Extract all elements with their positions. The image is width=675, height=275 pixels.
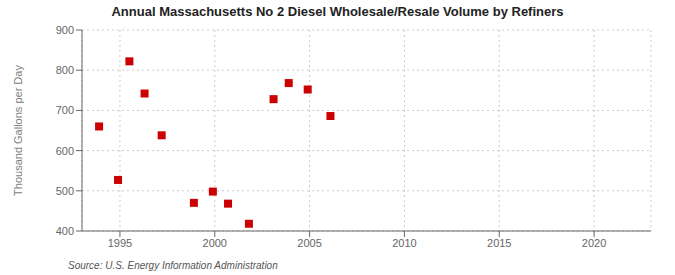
svg-text:400: 400 [56,225,74,237]
svg-text:2015: 2015 [487,237,511,249]
svg-text:1995: 1995 [108,237,132,249]
svg-text:600: 600 [56,145,74,157]
html-text:Source: U.S. Energy Informatio: Source: U.S. Energy Information Administ… [68,260,278,271]
svg-text:2000: 2000 [203,237,227,249]
svg-text:900: 900 [56,24,74,36]
svg-text:2005: 2005 [297,237,321,249]
svg-text:Thousand Gallons per Day: Thousand Gallons per Day [12,65,24,196]
svg-text:500: 500 [56,185,74,197]
svg-text:800: 800 [56,64,74,76]
svg-text:2010: 2010 [392,237,416,249]
svg-text:700: 700 [56,104,74,116]
svg-text:2020: 2020 [582,237,606,249]
html-text:Annual Massachusetts No 2 Dies: Annual Massachusetts No 2 Diesel Wholesa… [111,4,564,19]
